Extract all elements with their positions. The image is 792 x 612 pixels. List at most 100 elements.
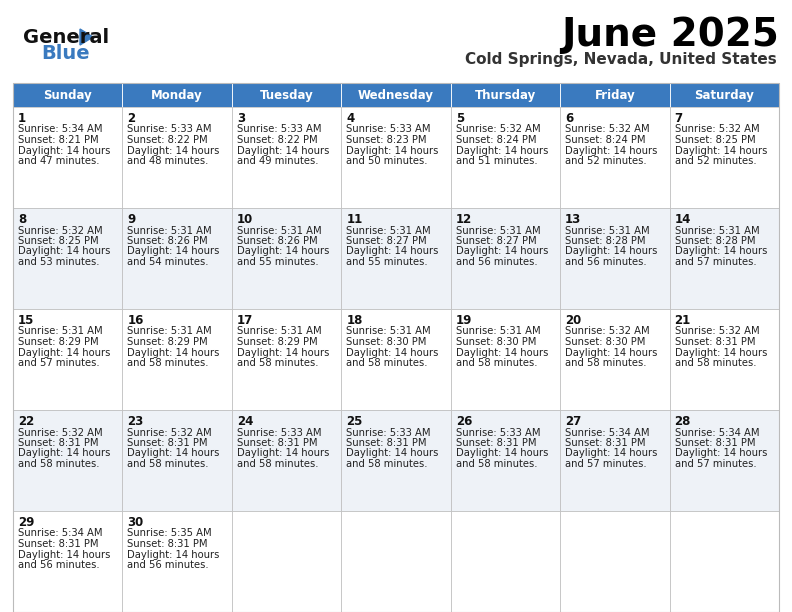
Bar [232, 511, 341, 612]
Text: 22: 22 [18, 415, 34, 428]
Bar [341, 83, 451, 107]
Text: 18: 18 [346, 314, 363, 327]
Bar [13, 410, 123, 511]
Text: Sunrise: 5:33 AM: Sunrise: 5:33 AM [455, 428, 540, 438]
Text: Saturday: Saturday [695, 89, 754, 102]
Text: 12: 12 [455, 213, 472, 226]
Text: Daylight: 14 hours: Daylight: 14 hours [565, 449, 657, 458]
Text: Monday: Monday [151, 89, 203, 102]
Text: 2: 2 [128, 112, 135, 125]
Text: 6: 6 [565, 112, 573, 125]
Bar [341, 208, 451, 309]
Bar [560, 83, 669, 107]
Text: Sunrise: 5:31 AM: Sunrise: 5:31 AM [346, 225, 431, 236]
Bar [13, 208, 123, 309]
Text: and 56 minutes.: and 56 minutes. [455, 257, 537, 267]
Text: Daylight: 14 hours: Daylight: 14 hours [128, 146, 220, 155]
Text: and 48 minutes.: and 48 minutes. [128, 156, 209, 166]
Bar [13, 511, 123, 612]
Text: Sunset: 8:31 PM: Sunset: 8:31 PM [18, 539, 98, 549]
Bar [560, 511, 669, 612]
Text: Daylight: 14 hours: Daylight: 14 hours [237, 247, 329, 256]
Text: 25: 25 [346, 415, 363, 428]
Text: Sunrise: 5:34 AM: Sunrise: 5:34 AM [565, 428, 649, 438]
Text: Daylight: 14 hours: Daylight: 14 hours [18, 247, 110, 256]
Text: and 57 minutes.: and 57 minutes. [18, 358, 100, 368]
Text: Sunrise: 5:31 AM: Sunrise: 5:31 AM [675, 225, 760, 236]
Bar [123, 410, 232, 511]
Text: Daylight: 14 hours: Daylight: 14 hours [128, 348, 220, 357]
Text: Sunset: 8:31 PM: Sunset: 8:31 PM [18, 438, 98, 448]
Text: and 58 minutes.: and 58 minutes. [346, 459, 428, 469]
Text: Sunset: 8:30 PM: Sunset: 8:30 PM [455, 337, 536, 347]
Text: and 52 minutes.: and 52 minutes. [675, 156, 756, 166]
Bar [451, 83, 560, 107]
Bar [232, 309, 341, 410]
Text: Daylight: 14 hours: Daylight: 14 hours [18, 348, 110, 357]
Text: Sunset: 8:25 PM: Sunset: 8:25 PM [675, 135, 756, 145]
Bar [669, 309, 779, 410]
Text: Daylight: 14 hours: Daylight: 14 hours [128, 550, 220, 559]
Text: and 52 minutes.: and 52 minutes. [565, 156, 647, 166]
Text: Sunrise: 5:32 AM: Sunrise: 5:32 AM [18, 225, 103, 236]
Text: Sunset: 8:31 PM: Sunset: 8:31 PM [128, 438, 208, 448]
Text: Sunset: 8:26 PM: Sunset: 8:26 PM [128, 236, 208, 246]
Text: Sunset: 8:25 PM: Sunset: 8:25 PM [18, 236, 99, 246]
Bar [669, 83, 779, 107]
Text: Sunset: 8:26 PM: Sunset: 8:26 PM [237, 236, 318, 246]
Text: Daylight: 14 hours: Daylight: 14 hours [237, 146, 329, 155]
Text: Sunset: 8:31 PM: Sunset: 8:31 PM [675, 438, 755, 448]
Text: Sunrise: 5:31 AM: Sunrise: 5:31 AM [128, 326, 212, 337]
Text: and 56 minutes.: and 56 minutes. [565, 257, 647, 267]
Bar [341, 309, 451, 410]
Text: and 56 minutes.: and 56 minutes. [18, 560, 100, 570]
Text: Wednesday: Wednesday [358, 89, 434, 102]
Text: 10: 10 [237, 213, 253, 226]
Text: Sunrise: 5:31 AM: Sunrise: 5:31 AM [128, 225, 212, 236]
Text: Daylight: 14 hours: Daylight: 14 hours [675, 146, 767, 155]
Text: and 51 minutes.: and 51 minutes. [455, 156, 537, 166]
Text: Sunrise: 5:33 AM: Sunrise: 5:33 AM [346, 428, 431, 438]
Text: Daylight: 14 hours: Daylight: 14 hours [565, 348, 657, 357]
Bar [232, 107, 341, 208]
Text: Sunset: 8:31 PM: Sunset: 8:31 PM [237, 438, 318, 448]
Text: 19: 19 [455, 314, 472, 327]
Text: Daylight: 14 hours: Daylight: 14 hours [18, 550, 110, 559]
Text: Sunset: 8:23 PM: Sunset: 8:23 PM [346, 135, 427, 145]
Text: Sunrise: 5:33 AM: Sunrise: 5:33 AM [237, 124, 322, 135]
Text: and 58 minutes.: and 58 minutes. [237, 459, 318, 469]
Text: Sunset: 8:31 PM: Sunset: 8:31 PM [455, 438, 536, 448]
Text: Daylight: 14 hours: Daylight: 14 hours [565, 146, 657, 155]
Text: and 58 minutes.: and 58 minutes. [455, 358, 537, 368]
Text: Sunrise: 5:31 AM: Sunrise: 5:31 AM [237, 326, 322, 337]
Text: Sunset: 8:28 PM: Sunset: 8:28 PM [675, 236, 755, 246]
Text: Daylight: 14 hours: Daylight: 14 hours [675, 247, 767, 256]
Text: Sunrise: 5:34 AM: Sunrise: 5:34 AM [18, 124, 102, 135]
Text: 5: 5 [455, 112, 464, 125]
Text: 28: 28 [675, 415, 691, 428]
Text: 4: 4 [346, 112, 355, 125]
Text: 20: 20 [565, 314, 581, 327]
Text: Sunrise: 5:32 AM: Sunrise: 5:32 AM [18, 428, 103, 438]
Text: Daylight: 14 hours: Daylight: 14 hours [455, 247, 548, 256]
Bar [341, 410, 451, 511]
Text: Daylight: 14 hours: Daylight: 14 hours [18, 146, 110, 155]
Text: Sunrise: 5:32 AM: Sunrise: 5:32 AM [675, 124, 760, 135]
Bar [560, 309, 669, 410]
Text: and 49 minutes.: and 49 minutes. [237, 156, 318, 166]
Bar [13, 309, 123, 410]
Text: 29: 29 [18, 516, 34, 529]
Text: Sunrise: 5:32 AM: Sunrise: 5:32 AM [455, 124, 540, 135]
Text: Sunrise: 5:32 AM: Sunrise: 5:32 AM [128, 428, 212, 438]
Text: and 55 minutes.: and 55 minutes. [237, 257, 318, 267]
Text: 13: 13 [565, 213, 581, 226]
Text: Sunday: Sunday [44, 89, 92, 102]
Text: and 58 minutes.: and 58 minutes. [128, 459, 209, 469]
Bar [123, 107, 232, 208]
Text: Daylight: 14 hours: Daylight: 14 hours [455, 146, 548, 155]
Bar [13, 83, 779, 612]
Text: Daylight: 14 hours: Daylight: 14 hours [675, 348, 767, 357]
Text: and 50 minutes.: and 50 minutes. [346, 156, 428, 166]
Text: 9: 9 [128, 213, 135, 226]
Bar [451, 107, 560, 208]
